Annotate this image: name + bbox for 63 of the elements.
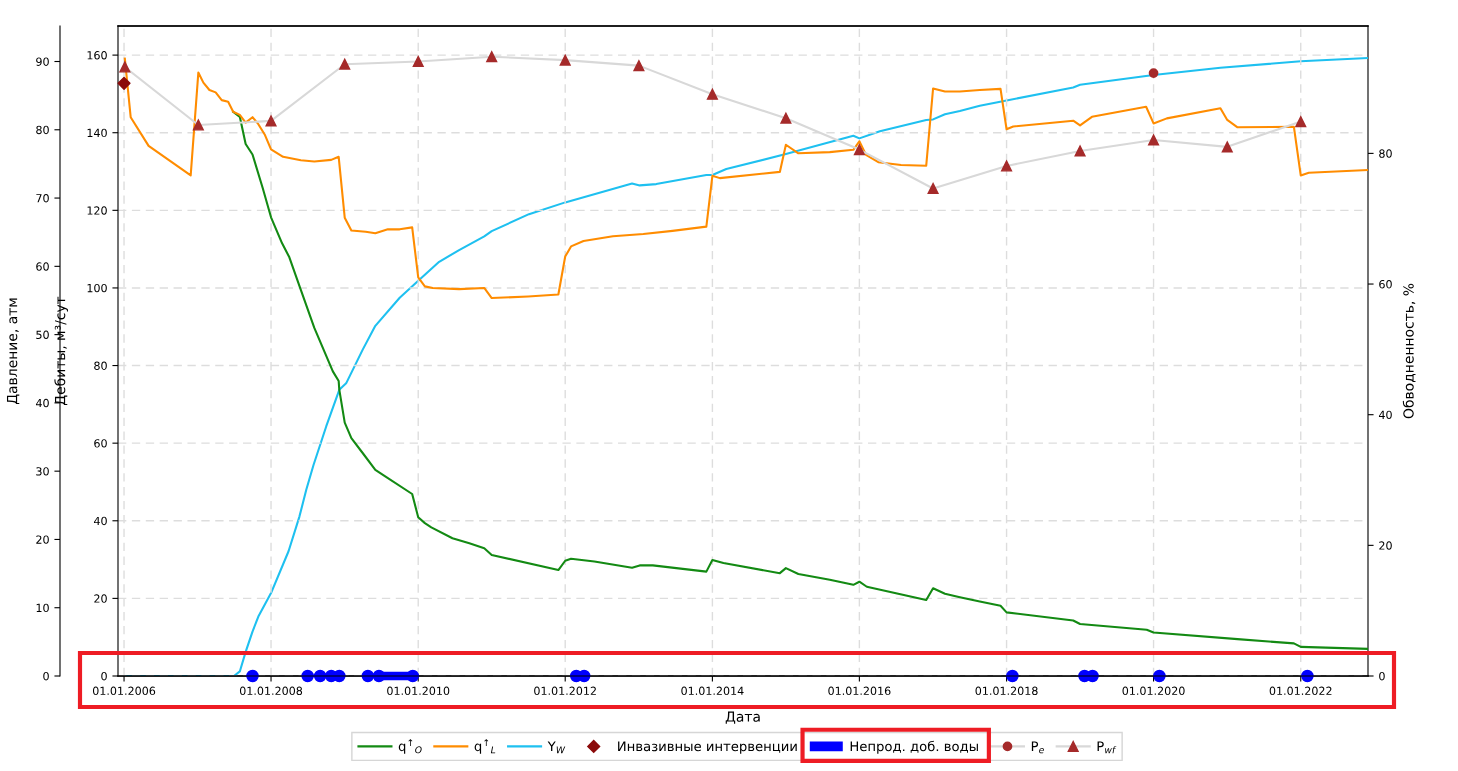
y2-axis-title: Обводненность, % [1402, 283, 1416, 419]
y-tick-label: 120 [87, 206, 107, 215]
point [192, 119, 204, 131]
y2-tick-label: 40 [1378, 410, 1392, 420]
x-tick-label: 01.01.2022 [1269, 686, 1332, 696]
legend-label: Y$_{W}$ [547, 741, 566, 754]
y-tick-label: 80 [94, 361, 107, 370]
y3-tick-label: 20 [36, 535, 49, 544]
point [117, 76, 131, 90]
y3-tick-label: 90 [36, 57, 49, 66]
legend-label: q$^{↑}$$_{O}$ [398, 739, 422, 754]
x-tick-label: 01.01.2016 [828, 686, 891, 696]
point [853, 144, 865, 156]
y2-tick-label: 20 [1379, 541, 1392, 550]
point [1221, 141, 1233, 153]
point [1148, 68, 1159, 78]
x-axis-title: Дата [725, 711, 760, 724]
x-tick-label: 01.01.2012 [534, 686, 596, 696]
point [412, 55, 424, 68]
legend-label: P$_{e}$ [1031, 741, 1044, 754]
y3-axis-title: Давление, атм [6, 298, 20, 405]
x-tick-label: 01.01.2010 [387, 686, 450, 696]
y-tick-label: 0 [101, 671, 107, 681]
y3-tick-label: 80 [36, 125, 49, 135]
y-tick-label: 60 [94, 439, 107, 448]
y3-tick-label: 40 [35, 398, 49, 408]
point [486, 51, 498, 63]
legend-label: Непрод. доб. воды [850, 740, 978, 754]
y3-tick-label: 50 [36, 330, 49, 339]
y-tick-label: 20 [94, 594, 107, 603]
y-tick-label: 140 [87, 128, 107, 138]
y3-tick-label: 30 [36, 467, 49, 476]
point [633, 60, 645, 72]
x-tick-label: 01.01.2020 [1122, 686, 1185, 696]
point [1148, 134, 1160, 146]
x-tick-label: 01.01.2008 [239, 686, 303, 696]
y3-tick-label: 0 [43, 671, 49, 681]
y-tick-label: 100 [87, 283, 107, 293]
point [1295, 116, 1307, 128]
point [780, 112, 792, 124]
y3-tick-label: 10 [36, 603, 49, 613]
y2-tick-label: 60 [1379, 280, 1392, 289]
point [1001, 160, 1013, 172]
legend-label: Инвазивные интервенции [618, 741, 797, 754]
x-tick-label: 01.01.2006 [92, 686, 156, 696]
point [339, 58, 351, 70]
y-tick-label: 160 [87, 51, 107, 60]
y-tick-label: 40 [93, 516, 107, 526]
point [927, 182, 939, 195]
point [1074, 145, 1086, 157]
y2-tick-label: 80 [1379, 149, 1392, 158]
point [706, 88, 718, 100]
y3-tick-label: 60 [36, 262, 49, 271]
point [265, 115, 277, 127]
legend-label: q$^{↑}$$_{L}$ [474, 739, 496, 754]
x-tick-label: 01.01.2014 [681, 686, 744, 696]
x-tick-label: 01.01.2018 [975, 686, 1038, 696]
legend-label: P$_{wf}$ [1097, 741, 1117, 754]
y2-tick-label: 0 [1379, 671, 1385, 681]
point [119, 61, 131, 73]
point [559, 54, 571, 66]
y-axis-title: Дебиты, м³/сут [54, 296, 68, 406]
y3-tick-label: 70 [36, 194, 49, 203]
